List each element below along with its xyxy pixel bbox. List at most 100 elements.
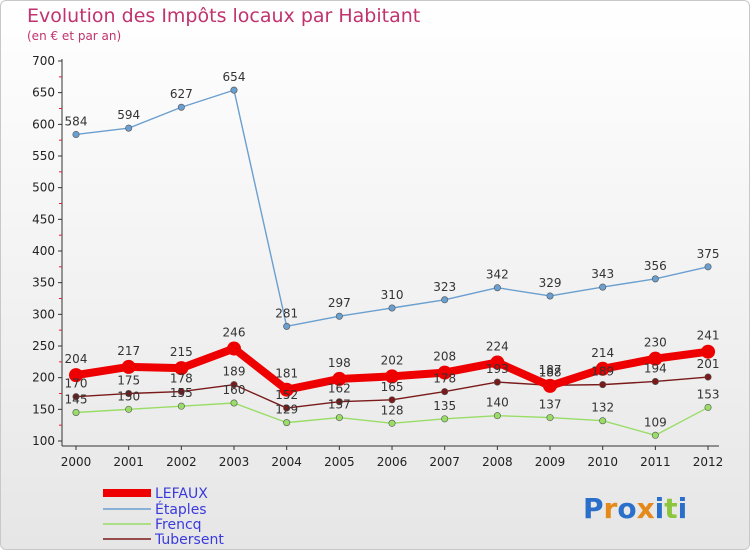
data-label: 109: [644, 415, 667, 429]
data-point: [332, 371, 347, 386]
y-tick-label: 250: [32, 339, 55, 353]
y-tick-label: 350: [32, 276, 55, 290]
data-point: [546, 292, 554, 300]
data-label: 343: [591, 267, 614, 281]
data-point: [437, 365, 452, 380]
logo-letter: P: [583, 492, 604, 525]
data-point: [177, 402, 185, 410]
data-label: 189: [223, 365, 246, 379]
x-tick-label: 2005: [324, 455, 355, 469]
data-point: [283, 419, 291, 427]
data-point: [388, 419, 396, 427]
data-point: [441, 388, 449, 396]
data-point: [441, 415, 449, 423]
data-label: 137: [328, 398, 351, 412]
data-label: 188: [539, 365, 562, 379]
data-point: [230, 86, 238, 94]
data-label: 137: [539, 398, 562, 412]
data-label: 153: [697, 387, 720, 401]
data-label: 214: [591, 346, 614, 360]
legend-label: Frencq: [155, 517, 202, 533]
data-label: 224: [486, 339, 509, 353]
y-tick-label: 200: [32, 371, 55, 385]
data-label: 165: [381, 380, 404, 394]
logo-letter: o: [617, 492, 636, 525]
data-label: 204: [65, 352, 88, 366]
data-label: 594: [117, 108, 140, 122]
data-label: 132: [591, 401, 614, 415]
data-label: 152: [275, 388, 298, 402]
y-tick-label: 700: [32, 54, 55, 68]
x-tick-label: 2004: [271, 455, 302, 469]
legend-label: Étaples: [155, 501, 207, 518]
data-point: [441, 296, 449, 304]
data-point: [704, 263, 712, 271]
data-label: 215: [170, 345, 193, 359]
data-labels: 170 175 178 189 152 162 165 178 193 188 189 194 201 1…: [65, 70, 720, 429]
data-label: 140: [486, 396, 509, 410]
data-point: [335, 414, 343, 422]
data-label: 162: [328, 382, 351, 396]
data-point: [651, 377, 659, 385]
data-point: [388, 396, 396, 404]
data-point: [704, 403, 712, 411]
data-label: 230: [644, 336, 667, 350]
data-label: 323: [433, 280, 456, 294]
x-tick-label: 2011: [640, 455, 671, 469]
x-tick-label: 2000: [61, 455, 92, 469]
data-point: [704, 373, 712, 381]
x-tick-label: 2008: [482, 455, 513, 469]
data-label: 342: [486, 268, 509, 282]
data-label: 654: [223, 70, 246, 84]
logo-letter: t: [664, 492, 677, 525]
data-point: [279, 382, 294, 397]
data-point: [227, 341, 242, 356]
data-label: 246: [223, 326, 246, 340]
x-tick-label: 2002: [166, 455, 197, 469]
y-tick-label: 600: [32, 117, 55, 131]
data-point: [125, 405, 133, 413]
y-tick-label: 500: [32, 181, 55, 195]
data-point: [72, 130, 80, 138]
logo-letter: i: [678, 492, 688, 525]
data-label: 189: [591, 365, 614, 379]
data-label: 281: [275, 306, 298, 320]
data-label: 297: [328, 296, 351, 310]
data-label: 178: [433, 372, 456, 386]
data-point: [72, 408, 80, 416]
data-label: 375: [697, 247, 720, 261]
y-tick-label: 650: [32, 86, 55, 100]
data-point: [121, 359, 136, 374]
data-point: [599, 283, 607, 291]
axes: 100 150 200 250 300 350 400 450 500 550 600 650 700 2…: [32, 54, 723, 469]
y-tick-label: 150: [32, 402, 55, 416]
logo-letter: r: [604, 492, 618, 525]
data-point: [177, 388, 185, 396]
data-label: 128: [381, 403, 404, 417]
data-point: [385, 369, 400, 384]
legend-label: LEFAUX: [155, 486, 208, 502]
data-label: 135: [433, 399, 456, 413]
y-tick-label: 450: [32, 212, 55, 226]
chart-subtitle: (en € et par an): [27, 29, 122, 43]
data-label: 181: [275, 367, 298, 381]
data-label: 193: [486, 362, 509, 376]
x-tick-label: 2009: [535, 455, 566, 469]
data-point: [651, 275, 659, 283]
data-label: 208: [433, 350, 456, 364]
logo-text: Proxiti: [583, 492, 687, 525]
x-tick-label: 2012: [693, 455, 724, 469]
y-tick-label: 400: [32, 244, 55, 258]
data-point: [493, 284, 501, 292]
data-point: [283, 404, 291, 412]
data-point: [388, 304, 396, 312]
data-point: [174, 361, 189, 376]
x-tick-label: 2001: [113, 455, 144, 469]
data-label: 175: [117, 374, 140, 388]
proxiti-logo: Proxiti: [583, 492, 687, 525]
data-label: 198: [328, 356, 351, 370]
data-label: 356: [644, 259, 667, 273]
